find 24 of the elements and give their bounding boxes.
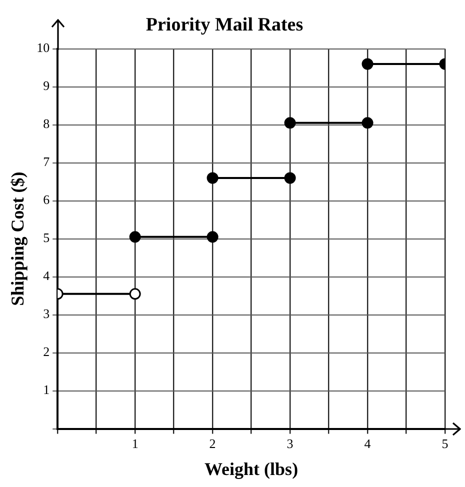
x-tick-label: 1 xyxy=(132,436,138,452)
chart-title: Priority Mail Rates xyxy=(146,14,304,36)
x-axis-title: Weight (lbs) xyxy=(204,458,298,479)
x-tick-label: 3 xyxy=(286,436,294,452)
point xyxy=(129,231,141,243)
y-tick-label: 3 xyxy=(43,306,50,322)
point xyxy=(206,231,218,243)
y-tick-label: 5 xyxy=(43,230,50,246)
point xyxy=(284,172,296,184)
y-axis-title: Shipping Cost ($) xyxy=(7,172,28,306)
y-tick-label: 4 xyxy=(43,268,50,284)
y-tick-label: 7 xyxy=(43,154,50,170)
x-tick-label: 4 xyxy=(364,436,372,452)
y-tick-label: 6 xyxy=(43,192,50,208)
y-tick-label: 8 xyxy=(43,116,50,132)
point xyxy=(206,172,218,184)
y-tick-label: 10 xyxy=(36,40,50,56)
y-tick-label: 2 xyxy=(43,344,50,360)
x-tick-label: 5 xyxy=(442,436,448,452)
y-tick-label: 1 xyxy=(43,382,50,398)
y-tick-label: 9 xyxy=(43,78,50,94)
x-tick-label: 2 xyxy=(209,436,216,452)
point xyxy=(362,117,374,129)
point xyxy=(284,117,296,129)
